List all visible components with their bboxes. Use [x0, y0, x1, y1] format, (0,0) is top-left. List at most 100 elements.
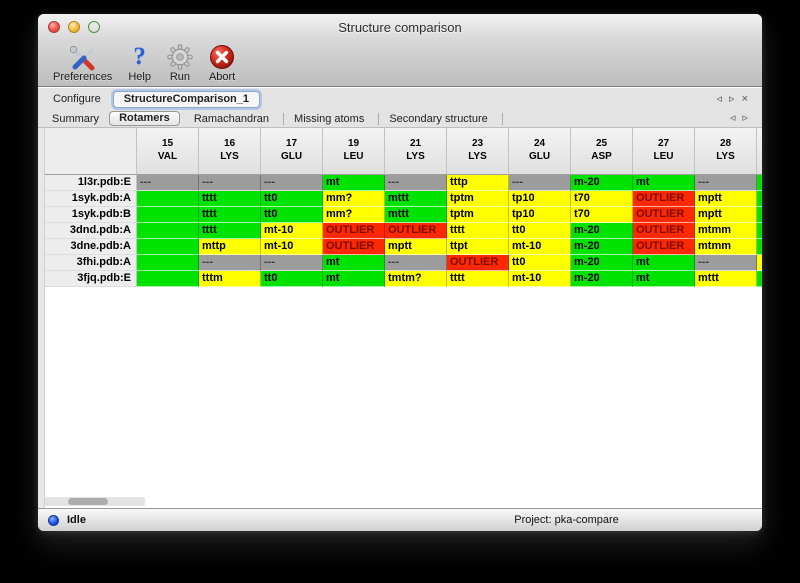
rotamer-cell-3dne.pdb:A-24[interactable]: mt-10 [509, 239, 571, 255]
prev-config-arrow[interactable]: ◃ [716, 92, 723, 105]
rotamer-cell-3fjq.pdb:E-15[interactable] [137, 271, 199, 287]
rotamer-cell-3fjq.pdb:E-25[interactable]: m-20 [571, 271, 633, 287]
zoom-button[interactable] [88, 21, 100, 33]
row-label[interactable]: 1syk.pdb:B [45, 207, 137, 223]
rotamer-cell-3dne.pdb:A-16[interactable]: mttp [199, 239, 261, 255]
rotamer-cell-3fhi.pdb:A-15[interactable] [137, 255, 199, 271]
table-row: 3dnd.pdb:A tttt mt-10 OUTLIER OUTLIER tttt tt0… [45, 223, 762, 239]
rotamer-cell-3fjq.pdb:E-28[interactable]: mttt [695, 271, 757, 287]
rotamer-cell-1syk.pdb:A-15[interactable] [137, 191, 199, 207]
rotamer-cell-3dne.pdb:A-25[interactable]: m-20 [571, 239, 633, 255]
rotamer-cell-1syk.pdb:B-27[interactable]: OUTLIER [633, 207, 695, 223]
rotamer-cell-3dne.pdb:A-19[interactable]: OUTLIER [323, 239, 385, 255]
rotamer-cell-3dnd.pdb:A-27[interactable]: OUTLIER [633, 223, 695, 239]
rotamer-cell-1l3r.pdb:E-19[interactable]: mt [323, 175, 385, 191]
rotamer-cell-3fjq.pdb:E-16[interactable]: tttm [199, 271, 261, 287]
rotamer-cell-1syk.pdb:A-16[interactable]: tttt [199, 191, 261, 207]
rotamer-cell-3dne.pdb:A-23[interactable]: ttpt [447, 239, 509, 255]
close-config-icon[interactable]: × [741, 92, 748, 105]
rotamer-cell-3fjq.pdb:E-17[interactable]: tt0 [261, 271, 323, 287]
rotamer-cell-1syk.pdb:B-24[interactable]: tp10 [509, 207, 571, 223]
rotamer-cell-3dnd.pdb:A-23[interactable]: tttt [447, 223, 509, 239]
row-label[interactable]: 1syk.pdb:A [45, 191, 137, 207]
help-button[interactable]: ? Help [125, 41, 154, 86]
close-button[interactable] [48, 21, 60, 33]
gear-icon [167, 43, 193, 71]
rotamer-cell-1syk.pdb:B-25[interactable]: t70 [571, 207, 633, 223]
rotamer-cell-1syk.pdb:B-16[interactable]: tttt [199, 207, 261, 223]
row-label[interactable]: 3fjq.pdb:E [45, 271, 137, 287]
tab-ramachandran[interactable]: Ramachandran [193, 112, 270, 125]
rotamer-cell-1syk.pdb:B-28[interactable]: mptt [695, 207, 757, 223]
rotamer-cell-3fhi.pdb:A-16[interactable]: --- [199, 255, 261, 271]
rotamer-cell-3dnd.pdb:A-16[interactable]: tttt [199, 223, 261, 239]
rotamer-cell-3dnd.pdb:A-28[interactable]: mtmm [695, 223, 757, 239]
rotamer-cell-3dnd.pdb:A-25[interactable]: m-20 [571, 223, 633, 239]
horizontal-scrollbar[interactable] [45, 497, 145, 506]
rotamer-cell-3dnd.pdb:A-24[interactable]: tt0 [509, 223, 571, 239]
rotamer-cell-3dnd.pdb:A-17[interactable]: mt-10 [261, 223, 323, 239]
rotamer-cell-3fjq.pdb:E-27[interactable]: mt [633, 271, 695, 287]
abort-button[interactable]: Abort [206, 41, 238, 86]
rotamer-cell-1l3r.pdb:E-15[interactable]: --- [137, 175, 199, 191]
rotamer-cell-3fjq.pdb:E-21[interactable]: tmtm? [385, 271, 447, 287]
rotamer-cell-1syk.pdb:A-23[interactable]: tptm [447, 191, 509, 207]
rotamer-cell-3fhi.pdb:A-27[interactable]: mt [633, 255, 695, 271]
scrollbar-thumb[interactable] [68, 498, 108, 505]
rotamer-cell-3dnd.pdb:A-21[interactable]: OUTLIER [385, 223, 447, 239]
rotamer-cell-3dne.pdb:A-21[interactable]: mptt [385, 239, 447, 255]
preferences-button[interactable]: Preferences [50, 41, 115, 86]
configuration-tab[interactable]: StructureComparison_1 [112, 90, 261, 108]
row-label[interactable]: 3fhi.pdb:A [45, 255, 137, 271]
tab-summary[interactable]: Summary [52, 112, 100, 125]
rotamer-cell-3fhi.pdb:A-25[interactable]: m-20 [571, 255, 633, 271]
rotamer-cell-1syk.pdb:A-28[interactable]: mptt [695, 191, 757, 207]
rotamer-cell-1l3r.pdb:E-21[interactable]: --- [385, 175, 447, 191]
rotamer-cell-3dne.pdb:A-15[interactable] [137, 239, 199, 255]
rotamer-cell-1syk.pdb:A-19[interactable]: mm? [323, 191, 385, 207]
minimize-button[interactable] [68, 21, 80, 33]
tab-missing-atoms[interactable]: Missing atoms [294, 112, 365, 125]
rotamer-cell-1syk.pdb:A-25[interactable]: t70 [571, 191, 633, 207]
rotamer-cell-1syk.pdb:A-21[interactable]: mttt [385, 191, 447, 207]
rotamer-cell-1l3r.pdb:E-28[interactable]: --- [695, 175, 757, 191]
rotamer-cell-3dnd.pdb:A-19[interactable]: OUTLIER [323, 223, 385, 239]
rotamer-cell-1l3r.pdb:E-23[interactable]: tttp [447, 175, 509, 191]
next-tab-arrow[interactable]: ▹ [742, 112, 748, 124]
rotamer-cell-1l3r.pdb:E-16[interactable]: --- [199, 175, 261, 191]
tab-rotamers[interactable]: Rotamers [109, 111, 180, 126]
rotamer-cell-3fhi.pdb:A-24[interactable]: tt0 [509, 255, 571, 271]
row-label[interactable]: 1l3r.pdb:E [45, 175, 137, 191]
rotamer-cell-1l3r.pdb:E-27[interactable]: mt [633, 175, 695, 191]
prev-tab-arrow[interactable]: ◃ [729, 112, 736, 124]
rotamer-cell-1l3r.pdb:E-24[interactable]: --- [509, 175, 571, 191]
rotamer-cell-3fjq.pdb:E-24[interactable]: mt-10 [509, 271, 571, 287]
run-button[interactable]: Run [164, 41, 196, 86]
rotamer-cell-1syk.pdb:B-15[interactable] [137, 207, 199, 223]
rotamer-cell-1syk.pdb:B-19[interactable]: mm? [323, 207, 385, 223]
rotamer-cell-1syk.pdb:B-23[interactable]: tptm [447, 207, 509, 223]
rotamer-cell-1syk.pdb:B-17[interactable]: tt0 [261, 207, 323, 223]
rotamer-cell-3fjq.pdb:E-19[interactable]: mt [323, 271, 385, 287]
next-config-arrow[interactable]: ▹ [729, 92, 735, 105]
row-label[interactable]: 3dnd.pdb:A [45, 223, 137, 239]
rotamer-cell-3dnd.pdb:A-15[interactable] [137, 223, 199, 239]
rotamer-cell-1l3r.pdb:E-17[interactable]: --- [261, 175, 323, 191]
rotamer-cell-3fjq.pdb:E-23[interactable]: tttt [447, 271, 509, 287]
rotamer-cell-3fhi.pdb:A-19[interactable]: mt [323, 255, 385, 271]
rotamer-cell-1syk.pdb:A-27[interactable]: OUTLIER [633, 191, 695, 207]
rotamer-cell-3dne.pdb:A-27[interactable]: OUTLIER [633, 239, 695, 255]
rotamer-cell-1syk.pdb:B-21[interactable]: mttt [385, 207, 447, 223]
rotamer-cell-3fhi.pdb:A-17[interactable]: --- [261, 255, 323, 271]
row-label[interactable]: 3dne.pdb:A [45, 239, 137, 255]
tab-secondary-structure[interactable]: Secondary structure [389, 112, 488, 125]
table-row: 1l3r.pdb:E --- --- --- mt --- tttp --- m-20 mt --- [45, 175, 762, 191]
rotamer-cell-3dne.pdb:A-28[interactable]: mtmm [695, 239, 757, 255]
rotamer-cell-3fhi.pdb:A-21[interactable]: --- [385, 255, 447, 271]
rotamer-cell-1syk.pdb:A-17[interactable]: tt0 [261, 191, 323, 207]
rotamer-cell-1syk.pdb:A-24[interactable]: tp10 [509, 191, 571, 207]
rotamer-cell-3fhi.pdb:A-28[interactable]: --- [695, 255, 757, 271]
rotamer-cell-3dne.pdb:A-17[interactable]: mt-10 [261, 239, 323, 255]
rotamer-cell-3fhi.pdb:A-23[interactable]: OUTLIER [447, 255, 509, 271]
rotamer-cell-1l3r.pdb:E-25[interactable]: m-20 [571, 175, 633, 191]
